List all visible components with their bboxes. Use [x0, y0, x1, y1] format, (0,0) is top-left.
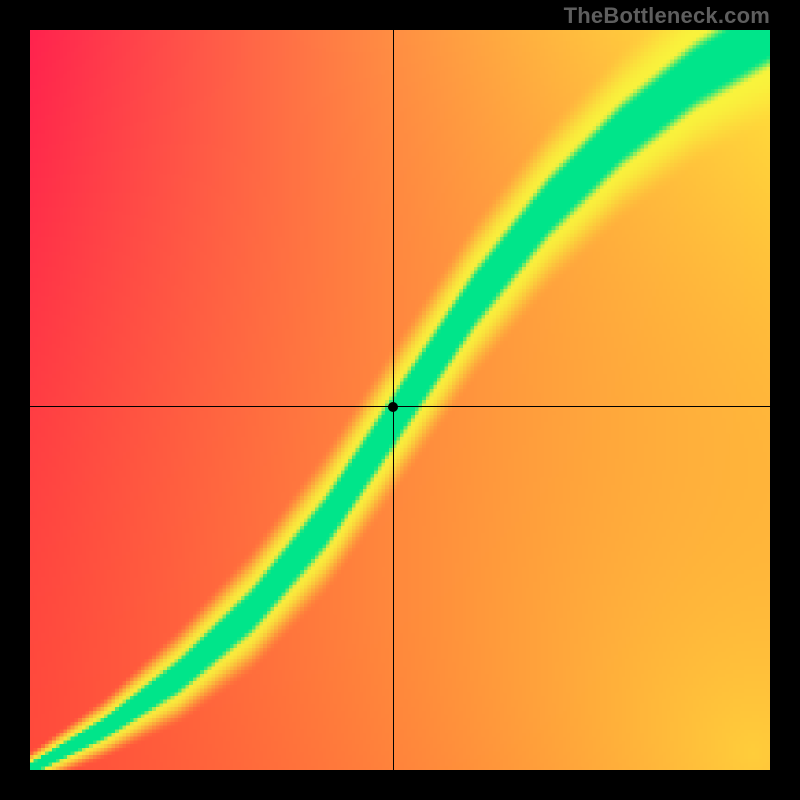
- crosshair-horizontal: [30, 406, 770, 407]
- watermark-text: TheBottleneck.com: [564, 3, 770, 29]
- crosshair-marker: [388, 402, 398, 412]
- crosshair-vertical: [393, 30, 394, 770]
- heatmap-canvas: [30, 30, 770, 770]
- heatmap-plot: [30, 30, 770, 770]
- chart-frame: TheBottleneck.com: [0, 0, 800, 800]
